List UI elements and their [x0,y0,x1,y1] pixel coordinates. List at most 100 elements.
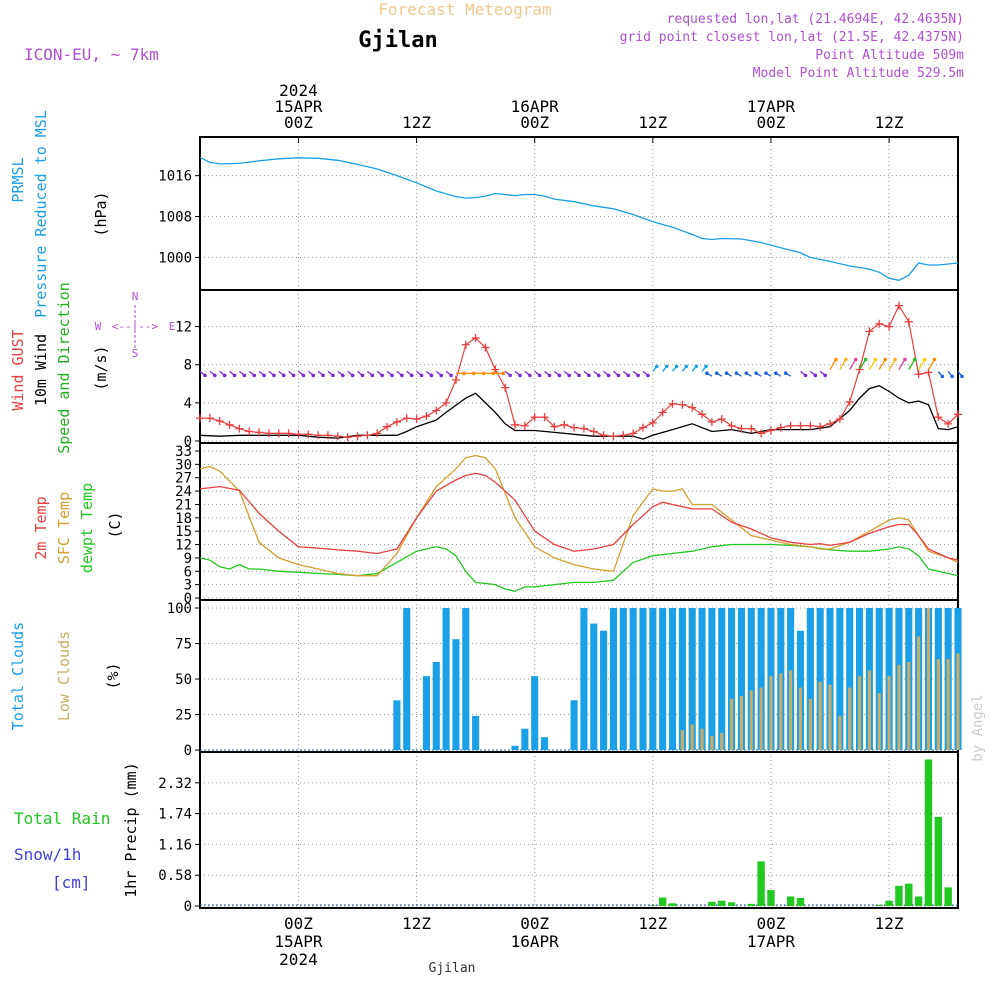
precip-bar [786,896,795,906]
total-cloud-bar [708,608,716,750]
wind-direction-head [626,373,631,378]
gust-marker [589,427,598,436]
wind-direction-head [429,373,434,378]
precip-bar [757,861,765,906]
precip-bar [668,903,677,906]
top-time-label: 12Z [875,113,904,132]
top-time-label: 12Z [638,113,667,132]
panel-frame-precip [199,751,959,909]
total-cloud-bar [521,728,529,750]
gust-marker [225,420,234,429]
wind-direction-arrow [898,359,906,370]
wind-direction-head [400,373,404,378]
total-cloud-bar [668,608,677,750]
sfc-temp-label: SFC Temp [55,492,73,564]
y-tick-label: 100 [167,601,192,617]
wind-direction-head [883,357,888,362]
gust-marker [550,422,559,431]
gust-marker [806,421,815,430]
total-cloud-bar [728,608,736,750]
y-tick-label: 8 [184,358,192,374]
wind-direction-head [567,373,572,378]
y-tick-label: 2.32 [158,776,192,792]
gust-marker [284,429,293,438]
low-cloud-bar [887,676,891,750]
panel-frame-pressure [199,136,959,291]
wind-direction-head [331,373,335,378]
wind-direction-head [853,357,858,362]
total-cloud-bar [659,608,667,750]
y-tick-label: 12 [175,320,192,336]
gust-marker [648,418,657,427]
y-tick-label: 9 [184,551,192,567]
wind-direction-arrow [829,359,837,370]
gust-marker [766,426,775,435]
gust-marker [501,383,510,392]
wind-direction-arrow [849,359,857,370]
total-cloud-bar [639,608,647,750]
wind-direction-arrow [839,359,847,370]
gust-marker [924,368,933,377]
wind-direction-head [940,374,945,379]
low-cloud-bar [759,687,763,750]
wind-direction-head [341,373,345,378]
gust-marker [304,430,313,439]
wind-direction-head [705,371,709,375]
gust-marker [471,334,480,343]
top-time-label: 15APR [274,97,323,116]
wind-direction-head [528,373,532,378]
gust-marker [776,423,785,432]
temp-2m-line [199,472,959,561]
bottom-time-label: 2024 [279,950,318,969]
footer-station: Gjilan [429,961,476,976]
gust-marker [481,343,490,352]
gust-marker [757,429,766,438]
precip-bar [944,887,952,906]
wind-direction-head [587,373,591,378]
gust-marker [727,421,736,430]
gust-marker [245,427,254,436]
gust-marker [323,431,332,440]
precip-bar [934,816,943,906]
total-cloud-bar [737,608,745,750]
gust-marker [491,365,500,374]
low-cloud-bar [779,673,783,750]
top-time-label: 17APR [747,97,796,116]
low-cloud-bar [680,730,684,750]
y-tick-label: 12 [175,538,192,554]
compass-s: S [132,347,139,360]
wind-direction-head [390,373,394,378]
wind-direction-head [616,373,621,378]
total-cloud-bar [472,715,480,750]
wind-direction-head [734,371,739,375]
wind-direction-arrow [888,359,896,370]
low-cloud-bar [710,735,714,750]
low-cloud-bar [838,715,842,750]
y-tick-label: 3 [184,578,192,594]
pressure-msl-label: Pressure Reduced to MSL [32,110,50,318]
chart-title: Forecast Meteogram [378,0,551,19]
low-cloud-bar [789,670,793,750]
wind-direction-head [932,357,937,362]
low-cloud-bar [818,681,822,750]
compass-e: E [169,320,176,333]
low-clouds-label: Low Clouds [55,631,73,721]
gust-marker [875,319,884,328]
gust-marker [609,432,618,441]
wind-direction-head [764,371,768,375]
y-tick-label: 1.74 [158,807,192,823]
wind-unit-label: (m/s) [92,345,110,390]
total-cloud-bar [698,608,706,750]
low-cloud-bar [956,653,960,750]
bottom-time-label: 12Z [638,914,667,933]
total-cloud-bar [452,639,460,750]
gust-marker [619,431,628,440]
top-time-label: 00Z [520,113,549,132]
gust-marker [422,412,431,421]
low-cloud-bar [897,664,901,750]
clouds-unit-label: (%) [104,662,122,689]
total-cloud-bar [511,745,519,750]
y-tick-label: 6 [184,564,192,580]
total-cloud-bar [580,608,588,750]
snow-unit-label: [cm] [52,873,91,892]
